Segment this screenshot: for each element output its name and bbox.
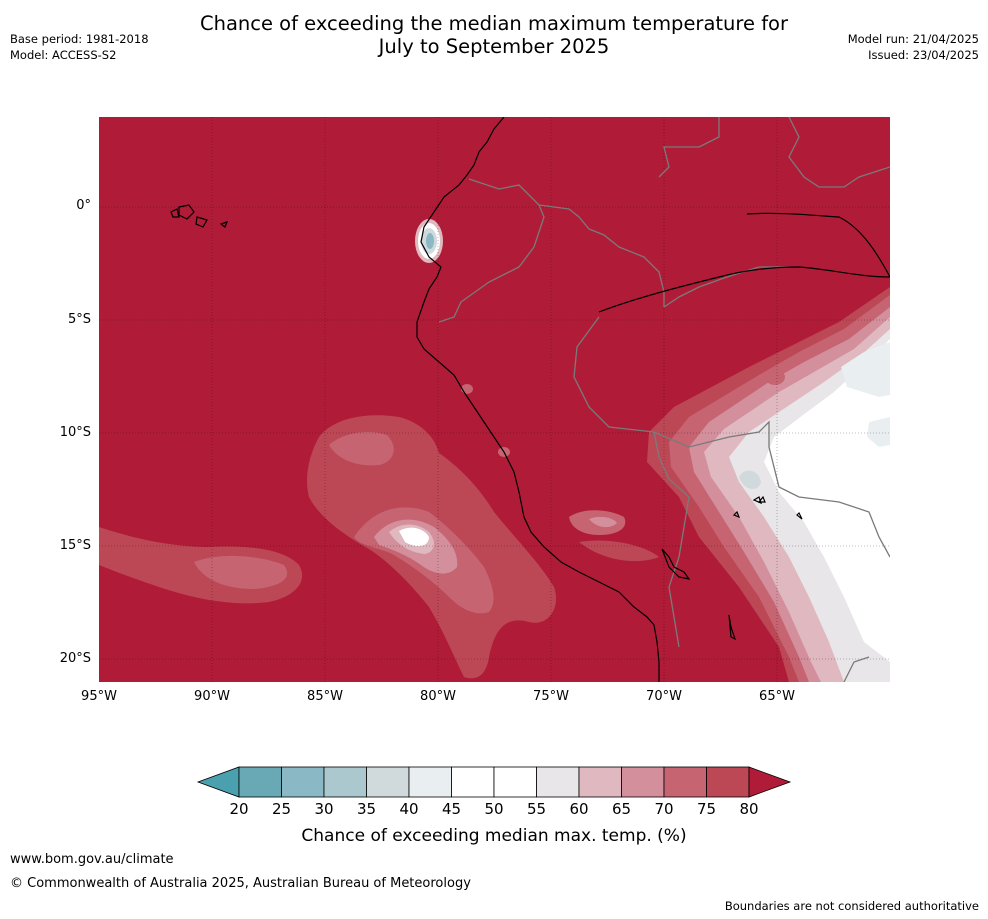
lon-label-75w: 75°W — [533, 689, 569, 704]
meta-right: Model run: 21/04/2025 Issued: 23/04/2025 — [848, 31, 979, 63]
colorbar-underflow-arrow — [196, 766, 240, 798]
lat-label-0: 0° — [76, 198, 91, 213]
colorbar-box-2 — [323, 766, 367, 798]
colorbar-tick-70: 70 — [654, 800, 674, 818]
colorbar-tick-30: 30 — [314, 800, 334, 818]
lon-label-95w: 95°W — [81, 689, 117, 704]
colorbar-box-8 — [578, 766, 622, 798]
colorbar-tick-55: 55 — [526, 800, 547, 818]
footer-disclaimer: Boundaries are not considered authoritat… — [724, 899, 979, 913]
colorbar-box-7 — [536, 766, 580, 798]
colorbar-tick-75: 75 — [696, 800, 717, 818]
meta-left: Base period: 1981-2018 Model: ACCESS-S2 — [10, 31, 149, 63]
colorbar-overflow-arrow — [748, 766, 792, 798]
colorbar-box-4 — [408, 766, 452, 798]
lon-label-65w: 65°W — [759, 689, 795, 704]
issued-date: Issued: 23/04/2025 — [868, 48, 979, 62]
footer-url[interactable]: www.bom.gov.au/climate — [10, 852, 174, 867]
colorbar-tick-45: 45 — [441, 800, 462, 818]
chart-title: Chance of exceeding the median maximum t… — [0, 12, 988, 58]
colorbar-label: Chance of exceeding median max. temp. (%… — [301, 826, 687, 846]
probability-map — [99, 117, 890, 682]
lon-label-90w: 90°W — [194, 689, 230, 704]
lat-label-15s: 15°S — [59, 538, 91, 553]
lat-label-5s: 5°S — [67, 312, 91, 327]
map-panel — [99, 117, 890, 682]
country-borders — [438, 117, 890, 682]
colorbar-tick-80: 80 — [739, 800, 759, 818]
colorbar-tick-60: 60 — [569, 800, 589, 818]
title-line-1: Chance of exceeding the median maximum t… — [199, 12, 789, 35]
coastlines — [170, 117, 890, 682]
offshore-anomaly-region — [99, 415, 659, 679]
title-line-2: July to September 2025 — [378, 35, 610, 58]
colorbar-tick-35: 35 — [356, 800, 377, 818]
lon-label-80w: 80°W — [420, 689, 456, 704]
colorbar-boxes — [238, 766, 750, 798]
colorbar-box-9 — [621, 766, 665, 798]
lon-label-70w: 70°W — [646, 689, 682, 704]
colorbar-box-10 — [663, 766, 707, 798]
model-name: Model: ACCESS-S2 — [10, 48, 117, 62]
east-anomaly-region — [647, 287, 890, 682]
colorbar-box-6 — [493, 766, 537, 798]
colorbar-tick-65: 65 — [611, 800, 632, 818]
colorbar-tick-40: 40 — [399, 800, 419, 818]
lat-label-20s: 20°S — [59, 651, 91, 666]
lon-label-85w: 85°W — [307, 689, 343, 704]
colorbar-box-5 — [451, 766, 495, 798]
colorbar-box-0 — [238, 766, 282, 798]
colorbar-tick-25: 25 — [271, 800, 292, 818]
colorbar-box-1 — [281, 766, 325, 798]
model-run: Model run: 21/04/2025 — [847, 32, 979, 46]
lat-label-10s: 10°S — [59, 425, 91, 440]
base-period: Base period: 1981-2018 — [10, 32, 149, 46]
colorbar-tick-50: 50 — [484, 800, 504, 818]
colorbar-box-11 — [706, 766, 750, 798]
colorbar-box-3 — [366, 766, 410, 798]
colorbar-tick-20: 20 — [229, 800, 249, 818]
footer-copyright: © Commonwealth of Australia 2025, Austra… — [10, 876, 471, 891]
colorbar-svg — [196, 766, 792, 798]
coastal-cool-spot — [415, 219, 510, 457]
graticule — [99, 117, 890, 682]
colorbar — [196, 766, 796, 806]
